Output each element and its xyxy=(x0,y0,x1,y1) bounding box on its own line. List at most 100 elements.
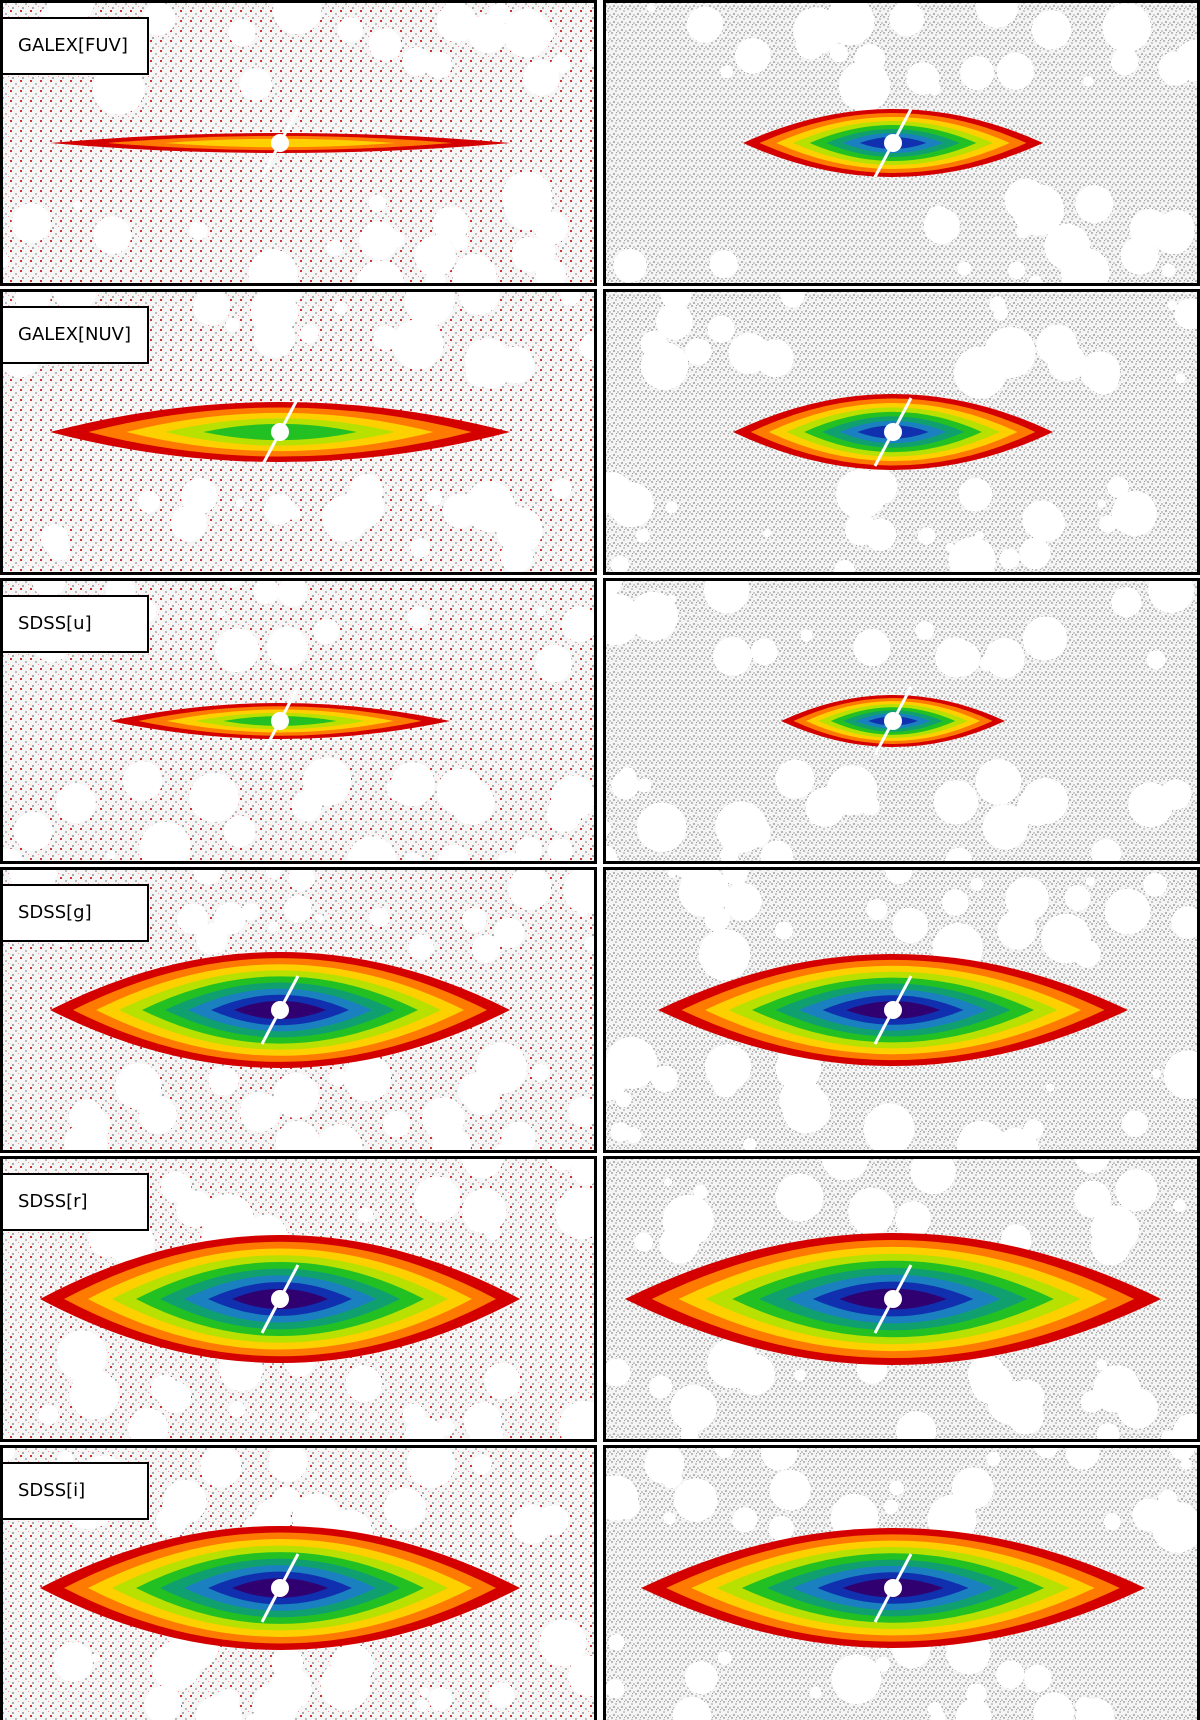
image-panel xyxy=(603,578,1200,864)
masked-star xyxy=(313,618,340,645)
masked-star xyxy=(563,867,597,914)
masked-star xyxy=(628,591,678,641)
masked-star xyxy=(958,478,993,512)
panel-frame xyxy=(603,0,1200,286)
masked-star xyxy=(341,485,385,529)
masked-star xyxy=(712,1071,739,1098)
masked-star xyxy=(1143,872,1168,897)
masked-star xyxy=(1064,885,1091,911)
masked-star xyxy=(732,1507,758,1533)
masked-star xyxy=(425,489,443,506)
panel-frame xyxy=(0,1445,597,1720)
panel-frame xyxy=(603,578,1200,864)
masked-star xyxy=(957,1121,1006,1153)
masked-star xyxy=(471,934,500,963)
masked-star xyxy=(53,1642,93,1682)
masked-star xyxy=(317,1124,363,1153)
masked-star xyxy=(863,1103,915,1153)
masked-star xyxy=(137,490,160,513)
masked-star xyxy=(536,606,546,617)
masked-star xyxy=(464,481,515,532)
masked-star xyxy=(462,907,487,933)
masked-star xyxy=(139,821,191,864)
masked-star xyxy=(1097,499,1106,509)
masked-star xyxy=(501,1121,536,1153)
masked-star xyxy=(436,768,483,815)
masked-core xyxy=(271,1290,289,1308)
masked-star xyxy=(634,1232,654,1252)
masked-star xyxy=(344,1054,391,1102)
masked-star xyxy=(488,1682,515,1708)
masked-star xyxy=(555,1187,597,1240)
masked-star xyxy=(56,783,96,824)
masked-star xyxy=(471,1454,492,1475)
masked-star xyxy=(548,1156,578,1171)
masked-star xyxy=(912,1156,946,1183)
masked-star xyxy=(127,1408,169,1442)
masked-star xyxy=(507,867,552,910)
masked-star xyxy=(800,629,813,642)
masked-star xyxy=(713,636,752,676)
masked-star xyxy=(965,1683,987,1705)
masked-star xyxy=(493,917,525,949)
masked-star xyxy=(115,1063,162,1110)
image-panel xyxy=(603,289,1200,575)
panel-frame xyxy=(603,1445,1200,1720)
masked-star xyxy=(768,1515,794,1542)
masked-star xyxy=(996,52,1034,90)
masked-star xyxy=(1107,476,1129,498)
masked-core xyxy=(884,1001,902,1019)
masked-star xyxy=(584,936,597,952)
masked-star xyxy=(834,559,855,575)
masked-star xyxy=(500,539,534,573)
masked-star xyxy=(216,608,225,618)
masked-star xyxy=(636,528,650,543)
masked-star xyxy=(486,1424,504,1442)
masked-star xyxy=(1023,616,1068,661)
masked-star xyxy=(266,626,308,668)
masked-star xyxy=(779,1077,823,1122)
masked-star xyxy=(1163,1050,1200,1100)
masked-star xyxy=(384,1488,426,1530)
masked-star xyxy=(196,923,228,955)
masked-star xyxy=(408,934,434,960)
masked-star xyxy=(848,1187,895,1235)
masked-star xyxy=(775,759,815,799)
label-box xyxy=(1,595,149,653)
masked-star xyxy=(728,332,770,374)
masked-star xyxy=(579,333,597,361)
label-box xyxy=(1,17,149,75)
masked-star xyxy=(997,910,1037,950)
label-box xyxy=(1,1462,149,1520)
masked-star xyxy=(425,270,446,286)
masked-star xyxy=(150,1374,179,1403)
masked-star xyxy=(307,1411,318,1422)
masked-star xyxy=(1073,940,1101,968)
masked-star xyxy=(273,1072,319,1119)
masked-star xyxy=(875,1656,890,1672)
masked-star xyxy=(1074,1180,1112,1218)
masked-star xyxy=(511,236,548,273)
masked-star xyxy=(651,1065,678,1093)
masked-star xyxy=(235,499,245,508)
masked-star xyxy=(93,216,132,255)
masked-star xyxy=(984,638,1025,679)
masked-core xyxy=(884,423,902,441)
masked-star xyxy=(603,593,641,646)
masked-star xyxy=(410,538,430,558)
masked-star xyxy=(337,17,363,43)
masked-star xyxy=(180,478,218,515)
panel-content xyxy=(0,867,597,1153)
masked-star xyxy=(637,778,652,793)
masked-star xyxy=(693,1185,708,1200)
panel-frame xyxy=(603,1156,1200,1442)
masked-star xyxy=(1028,275,1043,286)
masked-star xyxy=(229,1401,246,1418)
masked-star xyxy=(853,629,891,667)
masked-star xyxy=(551,478,572,500)
panel-content xyxy=(603,867,1200,1153)
masked-star xyxy=(1033,1692,1075,1720)
panel-content xyxy=(603,1445,1200,1720)
masked-star xyxy=(1111,48,1139,76)
masked-star xyxy=(769,1469,811,1511)
